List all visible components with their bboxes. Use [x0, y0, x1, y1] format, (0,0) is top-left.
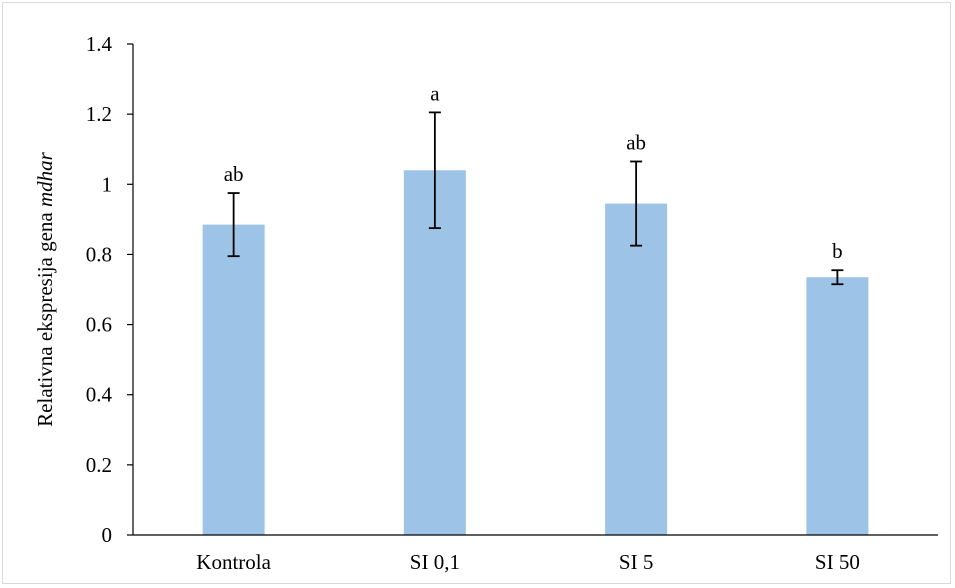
bars	[203, 170, 869, 535]
significance-label: ab	[224, 162, 244, 186]
y-axis-title-gene: mdhar	[33, 151, 57, 207]
y-tick-label: 1.4	[86, 32, 113, 56]
y-axis-title: Relativna ekspresija gena mdhar	[33, 151, 57, 427]
y-tick-label: 1.2	[86, 102, 112, 126]
x-category-label: SI 50	[815, 550, 860, 574]
significance-label: a	[430, 81, 440, 105]
bar	[806, 277, 868, 535]
y-tick-label: 0.8	[86, 242, 112, 266]
bar	[203, 225, 265, 535]
error-bars	[228, 112, 844, 284]
y-tick-label: 0.6	[86, 313, 112, 337]
y-tick-label: 0	[102, 523, 113, 547]
y-tick-label: 0.4	[86, 383, 113, 407]
y-tick-label: 0.2	[86, 453, 112, 477]
y-axis-ticks: 0 0.2 0.4 0.6 0.8 1 1.2 1.4	[86, 32, 133, 547]
significance-labels: ab a ab b	[224, 81, 843, 263]
bar	[605, 204, 667, 535]
x-category-label: Kontrola	[196, 550, 271, 574]
y-axis-title-main: Relativna ekspresija gena	[33, 207, 57, 427]
x-category-label: SI 0,1	[410, 550, 460, 574]
x-axis-categories: Kontrola SI 0,1 SI 5 SI 50	[196, 550, 860, 574]
y-tick-label: 1	[102, 172, 113, 196]
x-category-label: SI 5	[619, 550, 653, 574]
significance-label: ab	[626, 130, 646, 154]
significance-label: b	[832, 239, 843, 263]
